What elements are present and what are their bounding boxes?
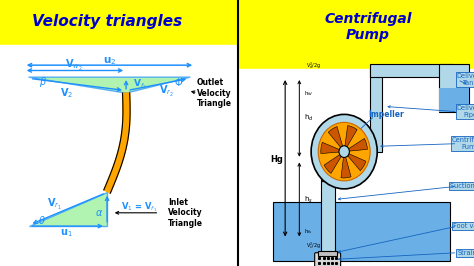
Text: h$_{fd}$: h$_{fd}$ [304,89,313,98]
Wedge shape [328,127,344,152]
Bar [0,45,238,266]
Circle shape [311,114,377,189]
Text: h$_d$: h$_d$ [304,113,314,123]
Bar [318,251,337,256]
Polygon shape [28,192,107,226]
Bar [238,69,474,266]
Wedge shape [344,126,357,152]
Wedge shape [324,152,344,173]
Text: $\beta$: $\beta$ [39,76,47,89]
Text: Centrifugal
Pump: Centrifugal Pump [452,137,474,150]
Bar [370,69,382,152]
Bar [273,202,450,261]
Wedge shape [321,142,344,153]
Bar [370,64,453,77]
Circle shape [339,146,349,157]
Text: Inlet
Velocity
Triangle: Inlet Velocity Triangle [168,198,203,228]
Text: V$_{r_2}$: V$_{r_2}$ [159,84,174,99]
Polygon shape [104,93,130,193]
Text: Hg: Hg [271,155,283,164]
Text: V$_1$ = V$_{f_1}$: V$_1$ = V$_{f_1}$ [121,201,157,214]
Text: u$_1$: u$_1$ [60,227,73,239]
Text: Impeller: Impeller [368,110,403,119]
Bar [320,181,335,255]
Wedge shape [341,152,351,178]
Text: V$_{f_2}$: V$_{f_2}$ [133,78,147,91]
Text: u$_2$: u$_2$ [103,55,116,66]
Bar [438,64,469,112]
Text: V$_d^2$/2g: V$_d^2$/2g [306,60,321,70]
Text: Foot valve: Foot valve [453,223,474,229]
Wedge shape [344,152,366,171]
Text: h$_{fs}$: h$_{fs}$ [304,227,313,236]
Text: Centrifugal
Pump: Centrifugal Pump [324,11,411,42]
Text: Delivery
Pipe: Delivery Pipe [457,105,474,118]
Text: Outlet
Velocity
Triangle: Outlet Velocity Triangle [197,78,232,108]
Text: h$_s$: h$_s$ [304,194,313,205]
Text: Delivery
Tank: Delivery Tank [457,73,474,86]
Polygon shape [28,77,191,93]
Text: Velocity triangles: Velocity triangles [32,14,182,29]
Text: V$_s^2$/2g: V$_s^2$/2g [306,241,321,251]
Text: Strainer: Strainer [457,250,474,256]
Text: V$_{r_1}$: V$_{r_1}$ [47,197,62,212]
Circle shape [318,122,370,181]
Text: V$_2$: V$_2$ [60,86,73,100]
Text: $\Phi$: $\Phi$ [174,76,183,89]
FancyBboxPatch shape [315,253,341,266]
Wedge shape [344,138,367,152]
Text: $\theta$: $\theta$ [38,214,46,226]
Bar [438,88,469,112]
Bar [320,149,335,181]
Text: Suction Pipe: Suction Pipe [450,183,474,189]
Text: V$_{w_2}$: V$_{w_2}$ [65,59,82,73]
Text: $\alpha$: $\alpha$ [95,208,103,218]
